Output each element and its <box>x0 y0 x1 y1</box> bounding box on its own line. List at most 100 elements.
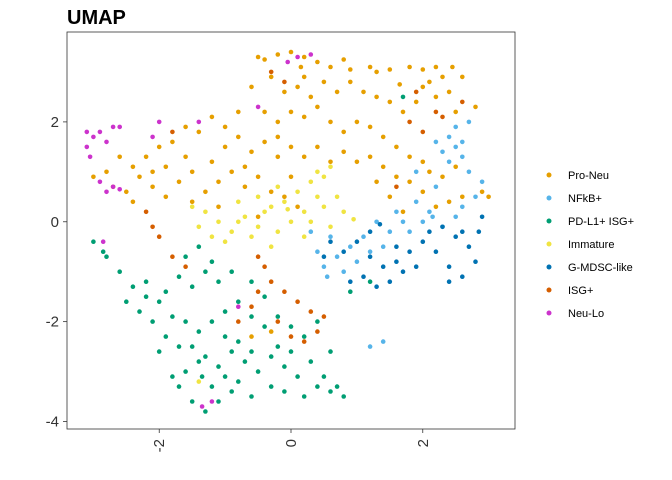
data-point <box>170 314 175 319</box>
data-point <box>268 189 274 195</box>
data-point <box>433 184 439 190</box>
data-point <box>377 222 383 227</box>
data-point <box>400 269 406 275</box>
data-point <box>183 154 188 160</box>
data-point <box>348 289 353 295</box>
data-point <box>242 214 248 220</box>
data-point <box>446 89 452 95</box>
data-point <box>196 379 202 384</box>
data-point <box>453 109 459 115</box>
legend-label: G-MDSC-like <box>568 262 633 274</box>
data-point <box>176 179 182 185</box>
data-point <box>268 329 274 334</box>
data-point <box>361 234 366 239</box>
data-point <box>203 209 208 215</box>
data-point <box>156 234 162 239</box>
data-point <box>84 144 90 150</box>
data-point <box>440 114 445 120</box>
data-point <box>321 314 327 319</box>
data-point <box>433 94 439 100</box>
data-point <box>295 299 300 305</box>
data-point <box>466 169 472 175</box>
data-point <box>387 99 393 105</box>
data-point <box>196 329 202 334</box>
data-point <box>407 64 412 70</box>
data-point <box>137 174 142 180</box>
data-point <box>255 289 261 295</box>
data-point <box>380 134 386 140</box>
data-point <box>242 184 248 190</box>
data-point <box>380 264 386 270</box>
legend: Pro-Neu NFkB+ PD-L1+ ISG+ Immature G-MDSC-li… <box>546 170 634 320</box>
data-point <box>298 64 304 70</box>
data-point <box>222 239 228 244</box>
data-point <box>413 89 419 95</box>
data-point <box>374 219 379 225</box>
data-point <box>100 249 106 254</box>
data-point <box>460 154 465 160</box>
legend-key <box>546 218 552 224</box>
data-point <box>262 324 267 329</box>
data-point <box>308 179 314 185</box>
data-point <box>262 109 267 115</box>
data-point <box>328 389 333 394</box>
data-point <box>275 344 281 349</box>
data-point <box>196 119 202 125</box>
data-point <box>196 359 202 364</box>
data-point <box>367 344 373 349</box>
data-point <box>361 89 366 95</box>
data-point <box>328 64 333 70</box>
data-point <box>473 259 478 265</box>
plot-panel <box>66 31 516 430</box>
data-point <box>137 309 142 314</box>
data-point <box>427 209 432 215</box>
data-point <box>301 74 307 80</box>
data-point <box>453 164 459 170</box>
data-point <box>288 174 294 180</box>
data-point <box>249 394 254 399</box>
data-point <box>387 229 393 234</box>
data-point <box>100 239 106 244</box>
data-point <box>348 67 353 72</box>
data-point <box>334 254 340 259</box>
data-point <box>433 109 439 115</box>
data-point <box>374 284 379 290</box>
data-point <box>420 189 426 195</box>
data-point <box>479 214 485 220</box>
data-point <box>236 219 241 225</box>
legend-label: NFkB+ <box>568 193 602 205</box>
data-point <box>433 249 439 254</box>
data-point <box>288 334 294 339</box>
data-point <box>440 74 445 80</box>
data-point <box>87 154 93 160</box>
data-point <box>189 399 195 404</box>
data-point <box>394 184 399 190</box>
data-point <box>262 139 267 145</box>
data-point <box>249 314 254 319</box>
data-point <box>427 169 432 175</box>
data-point <box>473 104 478 110</box>
data-point <box>268 69 274 75</box>
data-point <box>209 114 215 120</box>
data-point <box>130 284 136 290</box>
data-point <box>460 139 465 145</box>
data-point <box>427 229 432 234</box>
data-point <box>394 174 399 180</box>
data-point <box>341 269 347 275</box>
data-point <box>295 84 300 90</box>
data-point <box>249 279 254 285</box>
data-point <box>104 189 109 195</box>
data-point <box>321 174 327 180</box>
data-point <box>466 119 472 125</box>
data-point <box>380 164 386 170</box>
data-point <box>354 119 360 125</box>
data-point <box>203 354 208 359</box>
data-point <box>156 349 162 354</box>
data-point <box>262 264 267 270</box>
data-point <box>400 109 406 115</box>
data-point <box>189 284 195 290</box>
data-point <box>328 239 333 244</box>
data-point <box>321 204 327 210</box>
legend-label: ISG+ <box>568 285 593 297</box>
